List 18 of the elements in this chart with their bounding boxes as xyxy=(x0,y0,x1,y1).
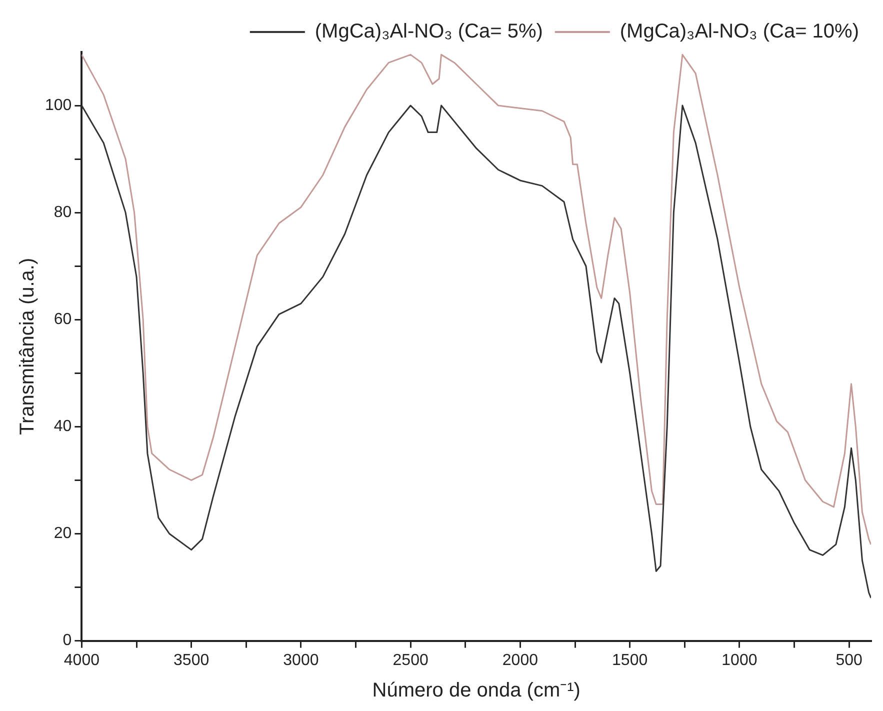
y-tick-label: 0 xyxy=(62,632,72,650)
x-tick-label: 2500 xyxy=(392,652,428,669)
x-axis-title: Número de onda (cm⁻¹) xyxy=(372,680,580,702)
y-tick-label: 100 xyxy=(44,96,72,114)
y-tick-label: 40 xyxy=(54,418,72,436)
x-tick-label: 2000 xyxy=(502,652,538,669)
y-tick-label: 80 xyxy=(54,204,72,221)
x-tick-label: 1000 xyxy=(722,652,758,669)
x-tick-label: 1500 xyxy=(612,652,648,669)
x-tick-label: 3500 xyxy=(174,652,210,669)
y-tick-label: 60 xyxy=(54,311,72,328)
y-axis-title: Transmitância (u.a.) xyxy=(16,258,39,435)
legend-label: (MgCa)₃Al-NO₃ (Ca= 10%) xyxy=(620,20,860,43)
y-tick-label: 20 xyxy=(54,525,72,542)
x-tick-label: 500 xyxy=(836,652,863,669)
x-tick-label: 3000 xyxy=(283,652,319,669)
legend-label: (MgCa)₃Al-NO₃ (Ca= 5%) xyxy=(314,20,543,43)
x-tick-label: 4000 xyxy=(64,652,100,669)
